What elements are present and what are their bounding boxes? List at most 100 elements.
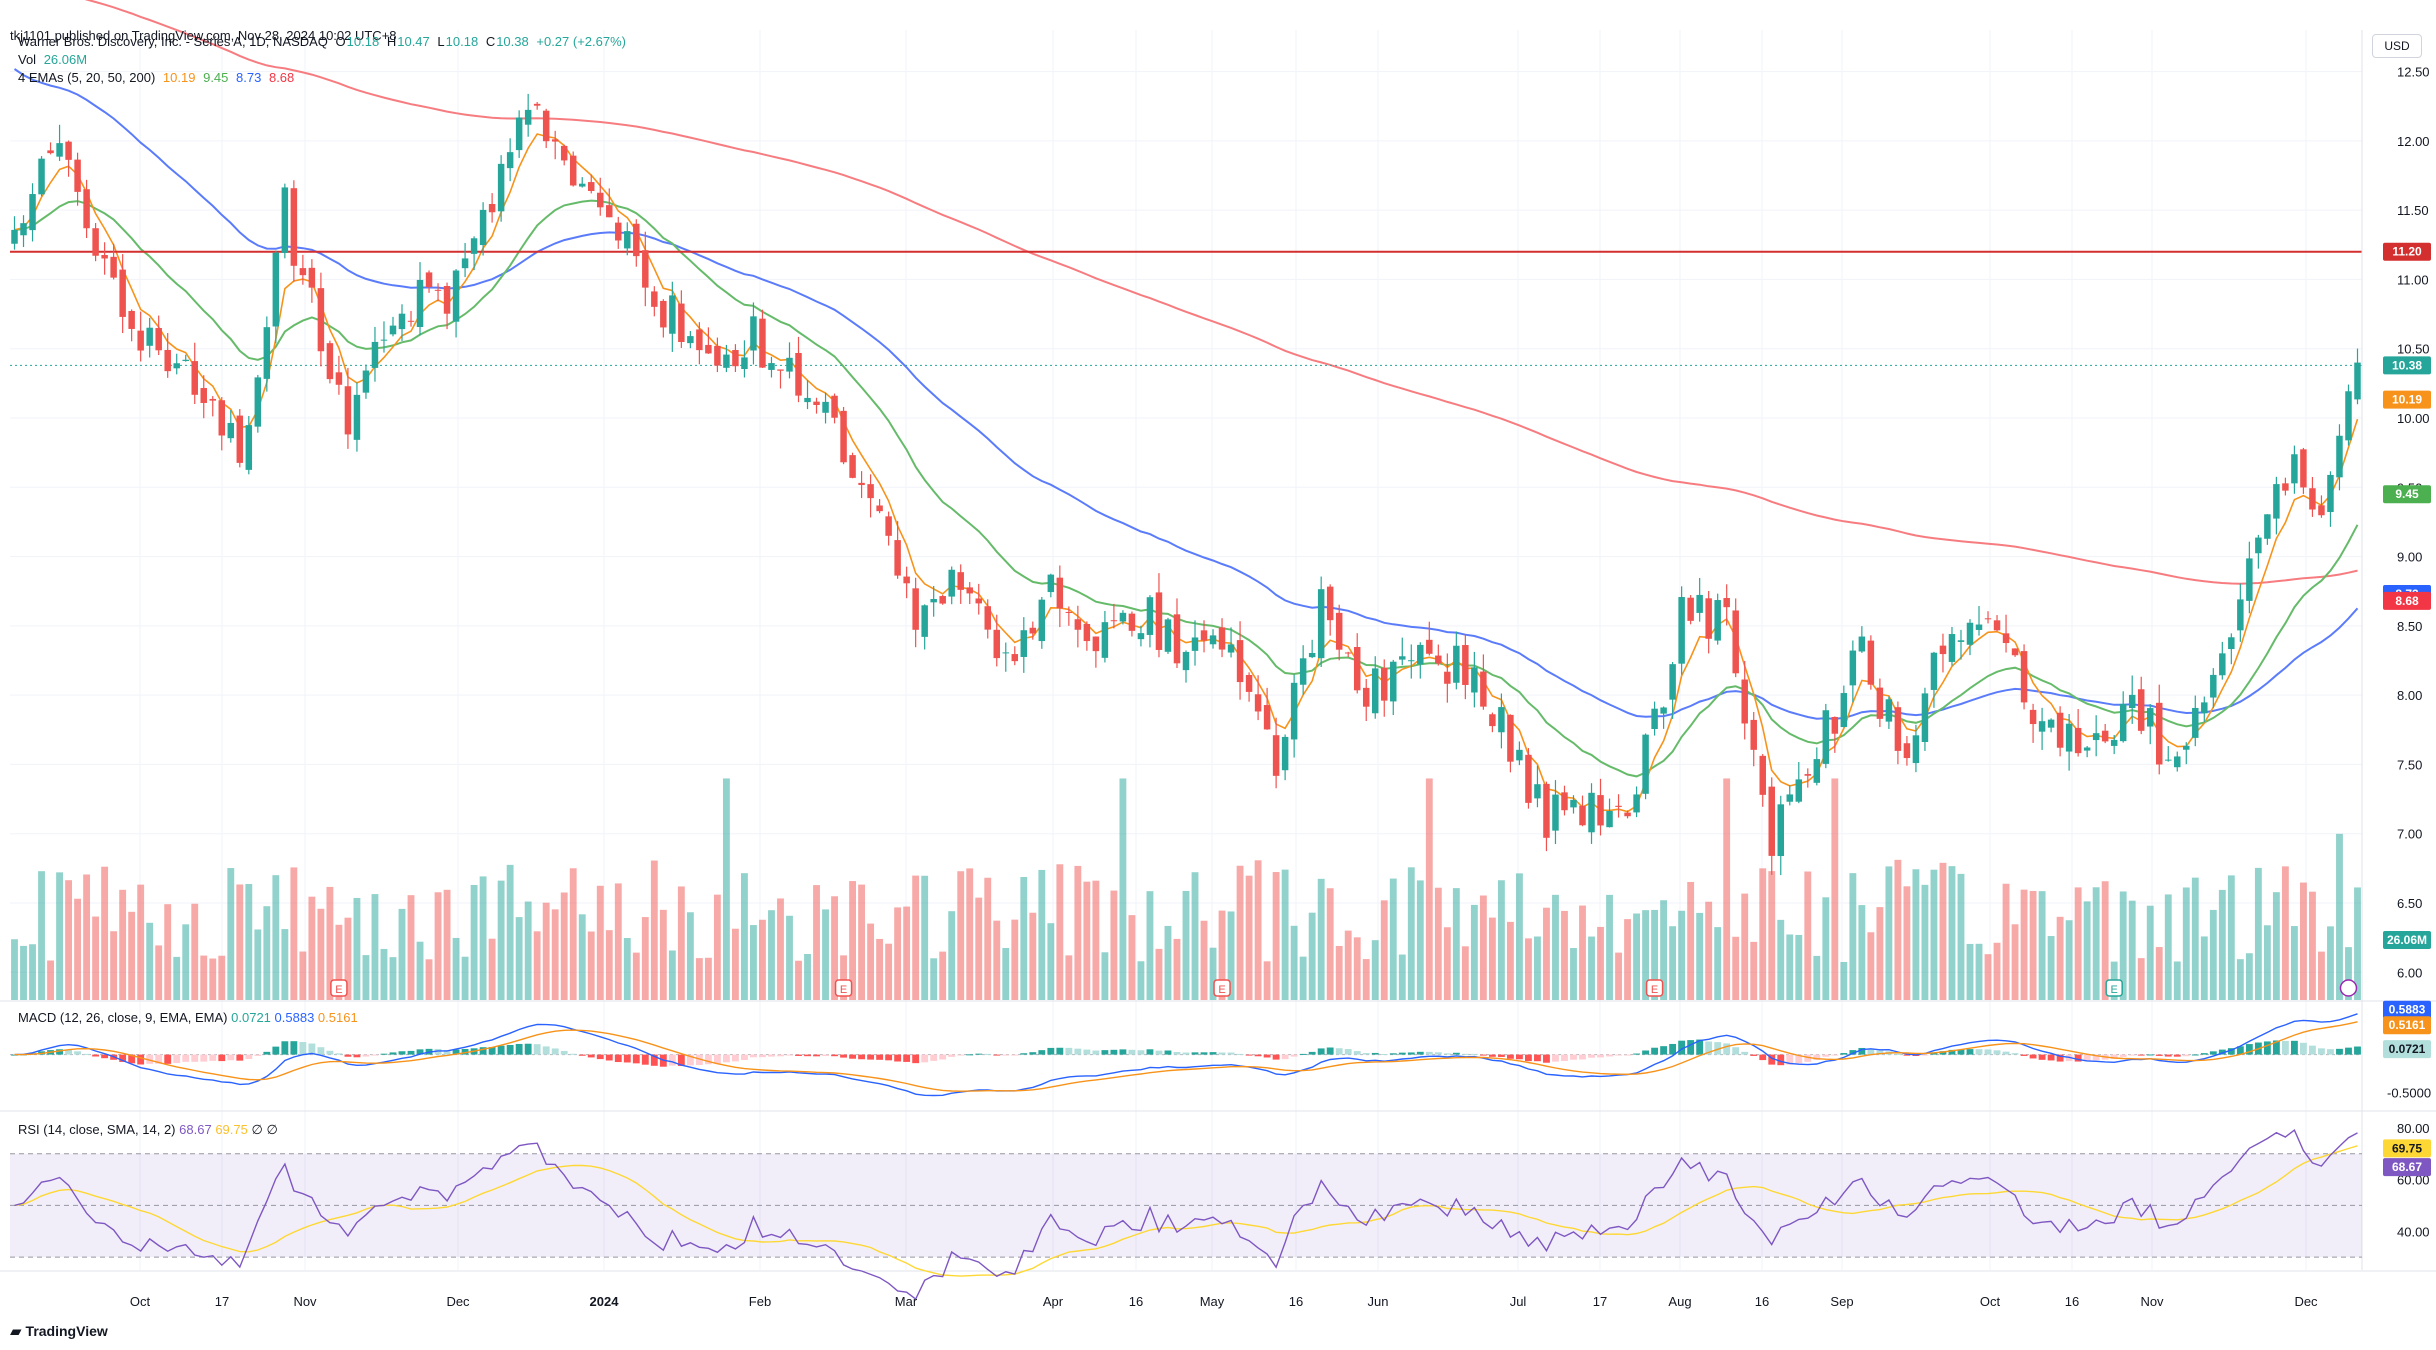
high-value: 10.47 — [397, 34, 430, 49]
volume-bar — [1389, 878, 1397, 1000]
volume-bar — [470, 884, 478, 1000]
volume-bar — [2056, 916, 2064, 1000]
volume-bar — [1570, 948, 1577, 1000]
candle-body — [1768, 786, 1775, 856]
tradingview-logo[interactable]: ▰ TradingView — [10, 1322, 108, 1340]
candle-body — [840, 410, 847, 463]
volume-bar — [1957, 873, 1965, 1000]
earnings-marker-label: E — [1651, 984, 1658, 996]
macd-hist-bar — [281, 1041, 289, 1055]
candle-body — [1840, 693, 1848, 728]
candle-body — [1281, 736, 1289, 771]
volume-bar — [1155, 948, 1163, 1000]
volume-bar — [515, 917, 523, 1000]
macd-hist-bar — [750, 1054, 757, 1058]
macd-hist-bar — [840, 1054, 847, 1058]
macd-hist-bar — [2290, 1040, 2298, 1055]
candle-body — [2137, 689, 2145, 731]
candle-body — [2146, 708, 2154, 727]
volume-bar — [1750, 941, 1758, 1000]
volume-bar — [1137, 961, 1145, 1000]
candle-body — [344, 386, 352, 435]
macd-hist-bar — [119, 1054, 127, 1062]
candle-body — [1254, 694, 1262, 712]
macd-hist-bar — [2155, 1054, 2163, 1056]
volume-bar — [173, 956, 181, 1000]
macd-hist-bar — [515, 1043, 523, 1055]
macd-hist-bar — [2047, 1054, 2055, 1061]
volume-bar — [308, 896, 316, 1000]
volume-bars — [11, 778, 2361, 1000]
macd-hist-bar — [894, 1054, 902, 1062]
macd-hist-bar — [722, 1054, 730, 1063]
candle-body — [470, 238, 478, 254]
volume-bar — [119, 889, 127, 1000]
volume-bar — [750, 925, 757, 1000]
candle-body — [1263, 705, 1271, 730]
macd-label[interactable]: MACD (12, 26, close, 9, EMA, EMA) — [18, 1010, 228, 1025]
volume-bar — [858, 884, 866, 1000]
candle-body — [1516, 749, 1523, 761]
candle-body — [74, 159, 81, 192]
volume-bar — [587, 931, 595, 1000]
macd-hist-bar — [804, 1054, 811, 1057]
macd-hist-bar — [1380, 1054, 1388, 1056]
candle-body — [1047, 574, 1055, 593]
candle-body — [461, 258, 469, 269]
candle-body — [1155, 592, 1163, 650]
macd-hist-bar — [299, 1042, 307, 1055]
candle-body — [2228, 637, 2235, 650]
macd-hist-bar — [1525, 1054, 1532, 1062]
macd-hist-bar — [128, 1054, 136, 1064]
volume-bar — [2065, 920, 2073, 1000]
symbol-name[interactable]: Warner Bros. Discovery, Inc. - Series A,… — [18, 34, 328, 49]
volume-bar — [1723, 778, 1731, 1000]
tradingview-icon: ▰ — [10, 1323, 22, 1340]
macd-hist-bar — [939, 1054, 947, 1060]
macd-hist-bar — [1065, 1047, 1073, 1055]
candle-body — [128, 310, 135, 329]
candle-body — [398, 313, 406, 330]
time-tick-label: Nov — [2140, 1294, 2164, 1309]
candle-body — [101, 255, 108, 259]
candle-body — [1831, 716, 1839, 734]
open-value: 10.18 — [346, 34, 380, 49]
volume-bar — [2137, 958, 2145, 1000]
volume-bar — [1452, 888, 1460, 1000]
currency-button[interactable]: USD — [2372, 34, 2422, 58]
macd-hist-bar — [1759, 1054, 1767, 1061]
candle-body — [1119, 612, 1127, 622]
macd-hist-bar — [921, 1054, 929, 1063]
candle-body — [227, 422, 235, 439]
volume-label[interactable]: Vol — [18, 52, 37, 67]
macd-hist-bar — [1606, 1054, 1613, 1057]
time-tick-label: 17 — [1593, 1294, 1607, 1309]
candle-body — [2029, 709, 2037, 725]
ema-label[interactable]: 4 EMAs (5, 20, 50, 200) — [18, 70, 156, 85]
macd-hist-bar — [2245, 1044, 2253, 1055]
last-price-badge-bg — [2383, 356, 2431, 375]
volume-bar — [1651, 909, 1659, 1000]
macd-hist-bar — [1443, 1053, 1451, 1055]
volume-bar — [434, 892, 442, 1000]
rsi-label[interactable]: RSI (14, close, SMA, 14, 2) — [18, 1122, 176, 1137]
macd-hist-bar — [1110, 1049, 1118, 1055]
macd-hist-bar — [1038, 1050, 1046, 1055]
volume-bar — [2146, 905, 2154, 1000]
volume-bar — [1245, 875, 1253, 1000]
candle-body — [65, 141, 72, 160]
candle-body — [1308, 653, 1316, 658]
macd-hist-bar — [146, 1054, 154, 1064]
candle-body — [2273, 484, 2280, 519]
volume-bar — [2227, 875, 2235, 1000]
volume-bar — [1398, 954, 1406, 1000]
volume-bar — [2128, 900, 2136, 1000]
volume-bar — [1930, 869, 1938, 1000]
candle-body — [362, 370, 370, 393]
macd-hist-bar — [362, 1054, 370, 1057]
volume-bar — [1687, 881, 1695, 1000]
volume-bar — [1741, 893, 1749, 1000]
macd-hist-bar — [1777, 1054, 1785, 1066]
ema20-value: 9.45 — [203, 70, 229, 85]
volume-bar — [2047, 936, 2055, 1000]
